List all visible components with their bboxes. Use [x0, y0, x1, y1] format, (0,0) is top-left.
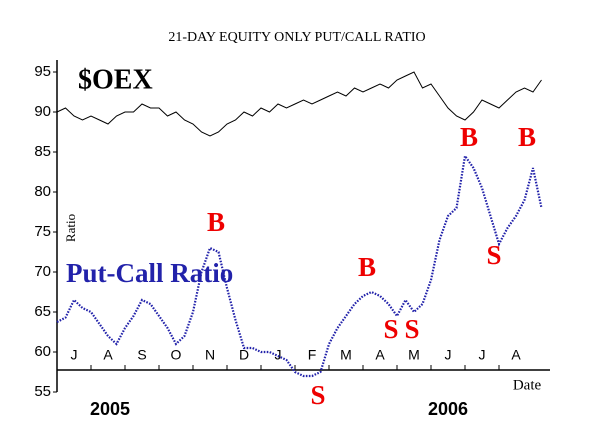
x-tick-label: A: [103, 347, 113, 363]
x-tick-label: D: [239, 347, 249, 363]
series-line: [56, 71, 542, 137]
y-tick-label: 90: [34, 103, 51, 120]
y-tick-label: 75: [34, 223, 51, 240]
annotation: S: [486, 240, 501, 270]
y-axis-label: Ratio: [63, 214, 78, 242]
y-tick-label: 95: [34, 63, 51, 80]
annotation: B: [460, 122, 478, 152]
annotation: S: [310, 380, 325, 410]
year-label: 2005: [90, 399, 130, 419]
y-tick-label: 80: [34, 183, 51, 200]
x-tick-label: N: [205, 347, 215, 363]
y-tick-label: 85: [34, 143, 51, 160]
y-tick-label: 65: [34, 303, 51, 320]
x-tick-label: A: [375, 347, 385, 363]
x-tick-label: O: [171, 347, 182, 363]
annotation: B: [518, 122, 536, 152]
x-tick-label: S: [137, 347, 146, 363]
series-label: $OEX: [78, 64, 153, 95]
x-tick-label: A: [511, 347, 521, 363]
x-tick-label: J: [71, 347, 78, 363]
annotation: B: [358, 252, 376, 282]
y-tick-label: 60: [34, 343, 51, 360]
series-line: [56, 153, 543, 378]
x-axis-label: Date: [513, 377, 542, 393]
annotation: S: [404, 314, 419, 344]
year-label: 2006: [428, 399, 468, 419]
y-tick-label: 55: [34, 383, 51, 400]
x-tick-label: M: [408, 347, 420, 363]
x-tick-label: J: [479, 347, 486, 363]
x-tick-label: F: [308, 347, 317, 363]
x-tick-label: J: [445, 347, 452, 363]
x-tick-label: J: [275, 347, 282, 363]
chart-title: 21-DAY EQUITY ONLY PUT/CALL RATIO: [168, 30, 425, 45]
x-tick-label: M: [340, 347, 352, 363]
annotation: S: [383, 314, 398, 344]
annotation: B: [207, 207, 225, 237]
y-tick-label: 70: [34, 263, 51, 280]
series-label: Put-Call Ratio: [66, 258, 233, 288]
